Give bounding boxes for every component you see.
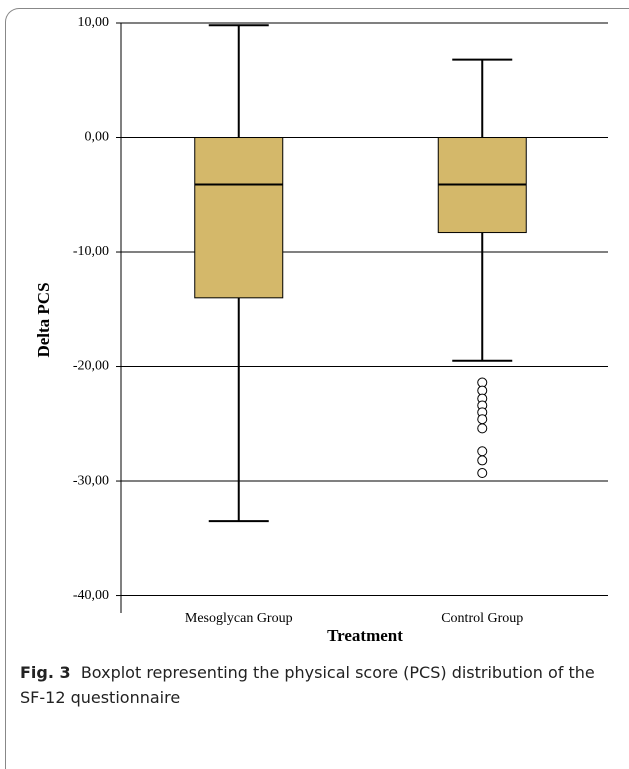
outlier	[477, 446, 488, 457]
x-tick-label: Control Group	[441, 611, 523, 626]
caption: Fig. 3 Boxplot representing the physical…	[20, 660, 620, 710]
y-axis-label: Delta PCS	[34, 282, 53, 357]
outlier	[477, 455, 488, 466]
y-tick-label: -20,00	[73, 359, 109, 374]
y-tick-label: -10,00	[73, 244, 109, 259]
chart: Delta PCS Treatment 10,00 0,00 -10,00 -20,0…	[34, 15, 608, 645]
caption-text: Boxplot representing the physical score …	[20, 663, 595, 707]
box	[194, 137, 284, 299]
page: {"chart_data": {"type": "box", "ylabel":…	[5, 8, 629, 769]
x-axis-label: Treatment	[327, 626, 403, 645]
outlier	[477, 414, 488, 425]
outlier	[477, 423, 488, 434]
y-tick-label: 10,00	[78, 15, 110, 30]
outlier	[477, 468, 488, 479]
y-tick-label: -30,00	[73, 473, 109, 488]
y-tick-label: -40,00	[73, 588, 109, 603]
figure-frame	[5, 8, 629, 769]
x-tick-label: Mesoglycan Group	[185, 611, 293, 626]
y-tick-label: 0,00	[85, 130, 110, 145]
caption-label: Fig. 3	[20, 663, 71, 682]
